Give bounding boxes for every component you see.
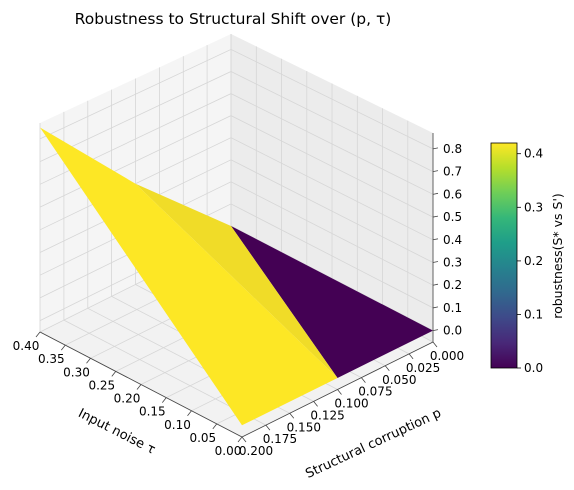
- x-tick-label: 0.150: [287, 420, 321, 434]
- z-tick-label: 0.8: [443, 142, 462, 156]
- x-tick-label: 0.200: [239, 444, 273, 458]
- colorbar-label: robustness(S* vs S'): [550, 193, 565, 319]
- z-tick-label: 0.7: [443, 165, 462, 179]
- y-tick-mark: [136, 384, 142, 390]
- y-tick-label: 0.10: [164, 418, 191, 432]
- y-tick-mark: [187, 410, 192, 417]
- x-tick-mark: [432, 341, 438, 348]
- x-tick-label: 0.050: [382, 373, 416, 387]
- x-tick-label: 0.100: [334, 397, 368, 411]
- surface: [40, 127, 433, 426]
- surface-face-high: [40, 127, 338, 426]
- z-tick-mark: [432, 147, 439, 150]
- grid-line-z: [39, 93, 434, 195]
- y-tick-label: 0.15: [139, 405, 166, 419]
- z-tick-mark: [432, 306, 439, 309]
- x-tick-label: 0.125: [310, 408, 344, 422]
- x-tick-mark: [313, 401, 318, 407]
- y-tick-label: 0.05: [189, 431, 216, 445]
- y-tick-label: 0.35: [38, 352, 65, 366]
- z-tick-label: 0.0: [443, 324, 462, 338]
- surface-face-low: [231, 226, 433, 378]
- x-tick-label: 0.000: [430, 349, 464, 363]
- colorbar-tick-label: 0.2: [524, 254, 543, 268]
- z-tick-mark: [432, 238, 439, 241]
- colorbar-tick-label: 0.1: [524, 307, 543, 321]
- colorbar-tick-label: 0.4: [524, 147, 543, 161]
- x-tick-label: 0.075: [358, 385, 392, 399]
- x-tick-mark: [241, 436, 247, 443]
- grid-line-z: [39, 159, 434, 263]
- z-tick-mark: [432, 170, 439, 173]
- colorbar-ticks: 0.0 0.1 0.2 0.3 0.4: [517, 147, 543, 375]
- z-tick-mark: [432, 283, 439, 286]
- z-tick-mark: [432, 215, 439, 218]
- z-tick-mark: [432, 329, 439, 332]
- grid-line-z: [39, 181, 434, 286]
- chart-title: Robustness to Structural Shift over (p, …: [75, 10, 392, 28]
- y-tick-mark: [212, 423, 218, 430]
- y-tick-mark: [35, 331, 41, 338]
- x-tick-mark: [384, 365, 390, 372]
- x-tick-mark: [337, 389, 342, 395]
- z-tick-label: 0.1: [443, 301, 462, 315]
- colorbar-tick-label: 0.3: [524, 200, 543, 214]
- z-tick-label: 0.5: [443, 210, 462, 224]
- z-tick-label: 0.4: [443, 233, 462, 247]
- y-tick-mark: [237, 436, 243, 443]
- grid-line-z: [39, 71, 434, 172]
- y-tick-mark: [60, 344, 66, 351]
- x-tick-mark: [361, 377, 366, 383]
- z-tick-label: 0.3: [443, 256, 462, 270]
- grid-line-z: [39, 203, 434, 309]
- colorbar-tick-label: 0.0: [524, 361, 543, 375]
- x-tick-mark: [408, 353, 414, 360]
- z-tick-label: 0.6: [443, 187, 462, 201]
- y-tick-label: 0.30: [63, 365, 90, 379]
- grid-line-z: [39, 48, 434, 150]
- colorbar-gradient: [490, 142, 518, 369]
- x-tick-label: 0.025: [406, 361, 440, 375]
- colorbar: 0.0 0.1 0.2 0.3 0.4 robustness(S* vs S'): [490, 142, 565, 375]
- y-tick-label: 0.20: [114, 392, 141, 406]
- y-tick-label: 0.40: [13, 339, 40, 353]
- z-tick-label: 0.2: [443, 278, 462, 292]
- y-tick-label: 0.25: [88, 378, 115, 392]
- x-tick-mark: [289, 412, 295, 419]
- z-tick-mark: [432, 261, 439, 263]
- y-tick-label: 0.00: [215, 444, 242, 458]
- y-tick-mark: [86, 358, 91, 364]
- z-tick-mark: [432, 192, 439, 195]
- tick-labels: 0.0000.0250.0500.0750.1000.1250.1500.175…: [13, 142, 465, 458]
- y-tick-mark: [161, 397, 167, 403]
- x-tick-label: 0.175: [263, 432, 297, 446]
- x-tick-mark: [265, 424, 271, 431]
- y-tick-mark: [111, 371, 117, 377]
